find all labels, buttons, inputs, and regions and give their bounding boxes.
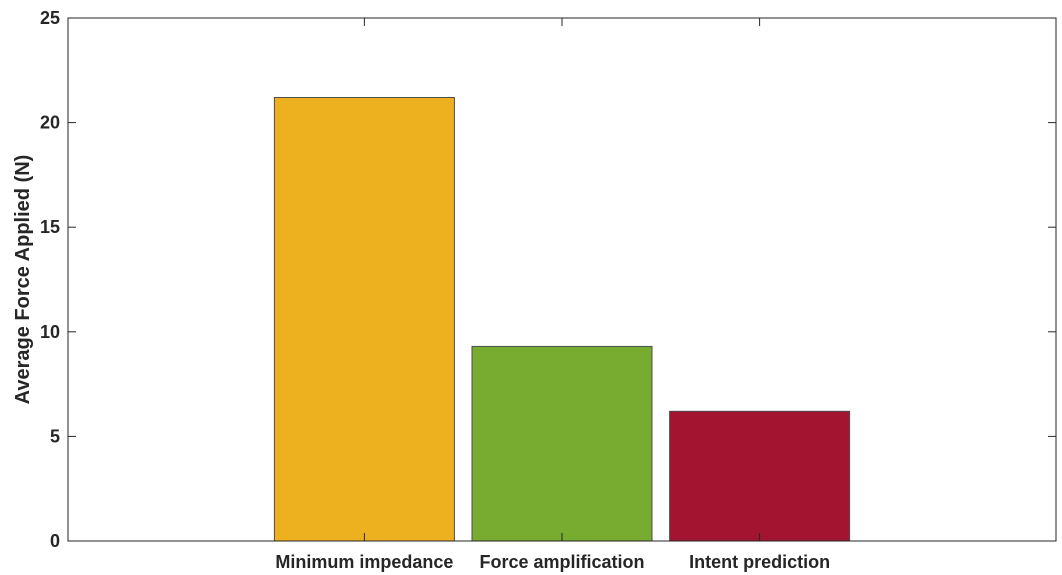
y-ticks-group: 0 5 10 15 20 25 <box>40 8 1056 551</box>
x-tick-label: Intent prediction <box>689 552 830 572</box>
y-tick-label: 10 <box>40 322 60 342</box>
y-tick-label: 5 <box>50 426 60 446</box>
y-axis-label: Average Force Applied (N) <box>12 155 34 405</box>
y-tick-label: 25 <box>40 8 60 28</box>
x-tick-label: Minimum impedance <box>275 552 453 572</box>
x-ticks-group: Minimum impedance Force amplification Inte… <box>275 18 830 572</box>
y-tick-label: 20 <box>40 113 60 133</box>
bar-minimum-impedance <box>273 96 455 542</box>
y-tick-label: 15 <box>40 217 60 237</box>
bars-group <box>273 96 851 542</box>
bar-intent-prediction <box>669 410 851 542</box>
bar-force-amplification <box>471 345 653 542</box>
x-tick-label: Force amplification <box>479 552 644 572</box>
y-tick-label: 0 <box>50 531 60 551</box>
